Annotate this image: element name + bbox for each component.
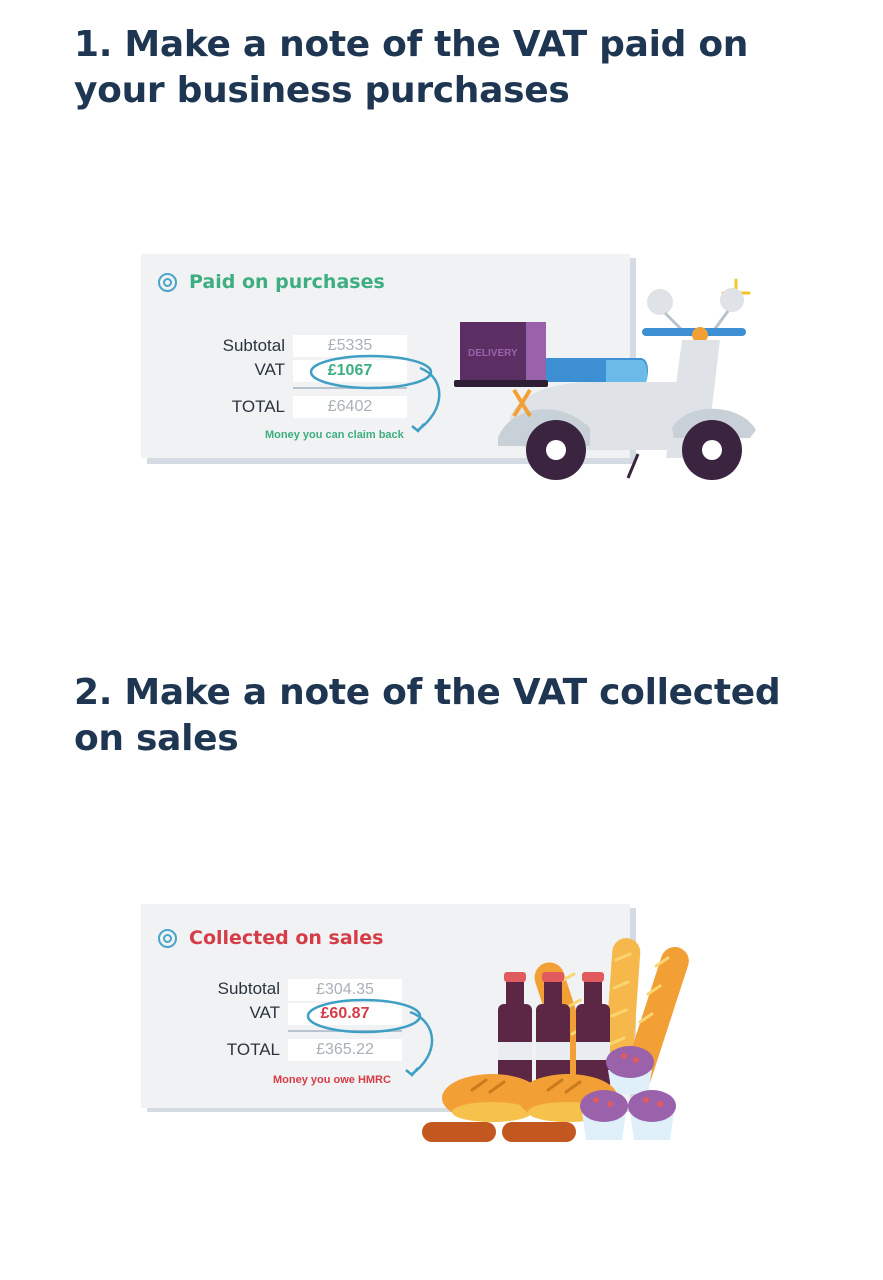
total-label: TOTAL: [226, 1040, 280, 1059]
purchases-note: Money you can claim back: [265, 429, 404, 441]
purchases-title-text: Paid on purchases: [189, 271, 385, 293]
sales-note: Money you owe HMRC: [273, 1074, 391, 1086]
subtotal-label: Subtotal: [217, 979, 280, 998]
subtotal-value: £5335: [293, 335, 407, 357]
vat-label: VAT: [249, 1003, 280, 1022]
sales-title-text: Collected on sales: [189, 927, 384, 949]
section1-heading: 1. Make a note of the VAT paid on your b…: [74, 24, 749, 111]
delivery-scooter-icon: DELIVERY: [454, 278, 756, 480]
total-divider: [293, 387, 407, 389]
delivery-box-label: DELIVERY: [468, 348, 518, 359]
total-value: £365.22: [288, 1039, 402, 1061]
vat-value: £60.87: [288, 1003, 402, 1025]
target-icon: [158, 272, 177, 292]
target-icon: [158, 928, 177, 948]
vat-value: £1067: [293, 360, 407, 382]
total-label: TOTAL: [231, 397, 285, 416]
card-shadow-bottom: [147, 1106, 636, 1112]
vat-label: VAT: [254, 360, 285, 379]
bakery-goods-icon: [422, 938, 689, 1142]
section2-heading: 2. Make a note of the VAT collected on s…: [74, 672, 781, 759]
card-shadow-bottom: [147, 458, 636, 464]
subtotal-value: £304.35: [288, 979, 402, 1001]
subtotal-label: Subtotal: [222, 336, 285, 355]
total-value: £6402: [293, 396, 407, 418]
purchases-card-title: Paid on purchases: [158, 271, 385, 293]
total-divider: [288, 1030, 402, 1032]
sales-card-title: Collected on sales: [158, 927, 383, 949]
